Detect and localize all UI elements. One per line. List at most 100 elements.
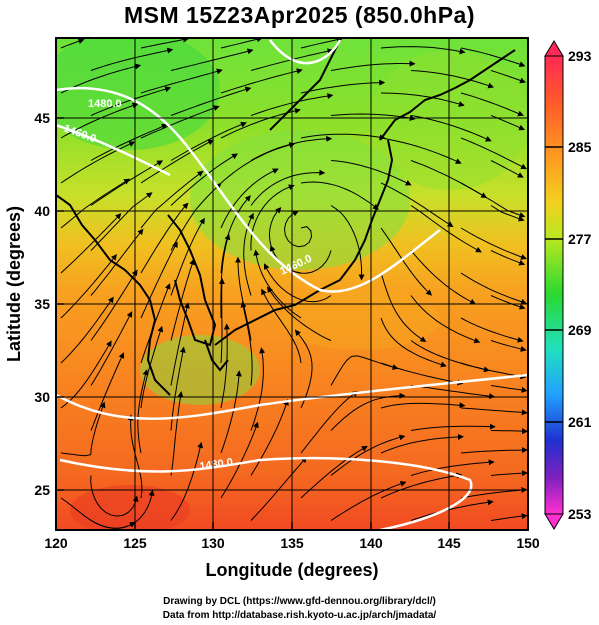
streamline: [127, 414, 143, 499]
streamline: [220, 195, 251, 274]
streamline: [250, 456, 307, 521]
streamline: [250, 347, 266, 431]
streamline: [300, 181, 379, 210]
colorbar-bottom-triangle: [544, 513, 564, 530]
streamline: [250, 399, 289, 476]
streamline: [490, 205, 525, 222]
streamline: [380, 402, 466, 409]
streamline: [380, 46, 466, 55]
x-tick-label: 130: [201, 535, 225, 551]
x-tick-label: 125: [123, 535, 147, 551]
streamline: [140, 68, 223, 94]
streamline: [250, 169, 326, 206]
streamline: [490, 250, 526, 266]
streamline: [90, 86, 172, 116]
streamline: [90, 475, 139, 517]
colorbar-tick-label: 261: [568, 414, 592, 430]
contour-label: 1480.0: [199, 456, 234, 473]
streamline: [250, 184, 295, 251]
y-tick-label: 35: [34, 296, 50, 312]
streamline: [410, 250, 476, 305]
streamline: [60, 340, 112, 409]
streamline: [300, 79, 386, 94]
credit-data: Data from http://database.rish.kyoto-u.a…: [162, 610, 437, 621]
streamline: [490, 340, 527, 352]
streamline: [410, 205, 482, 253]
streamline: [330, 205, 365, 281]
streamline: [140, 38, 190, 49]
streamline: [410, 295, 481, 344]
coastline-kuril: [454, 49, 516, 89]
streamline: [261, 288, 302, 364]
streamline: [410, 70, 495, 89]
x-axis-title: Longitude (degrees): [205, 560, 378, 580]
streamline: [460, 317, 524, 343]
coastline-russia: [269, 39, 341, 131]
streamline: [460, 447, 528, 454]
contour-1460-north: [56, 123, 171, 177]
colorbar-tick-label: 277: [568, 231, 592, 247]
colorbar-tick-label: 269: [568, 322, 592, 338]
streamline: [170, 153, 238, 206]
y-tick-label: 30: [34, 389, 50, 405]
streamline: [490, 513, 528, 521]
colorbar-tick-label: 293: [568, 48, 592, 64]
y-tick-label: 25: [34, 482, 50, 498]
colorbar: 293 285 277 269 261 253: [544, 40, 592, 530]
contour-1480-north: [56, 86, 441, 293]
streamline: [490, 70, 526, 84]
streamline: [330, 355, 399, 386]
streamline: [330, 481, 407, 521]
map-title: MSM 15Z23Apr2025 (850.0hPa): [124, 2, 475, 28]
streamline: [60, 38, 85, 49]
streamline: [170, 302, 190, 386]
streamline: [410, 499, 494, 521]
streamline: [380, 272, 427, 343]
streamline: [140, 105, 220, 139]
x-tick-label: 145: [437, 535, 461, 551]
streamline: [218, 278, 225, 364]
streamline: [220, 142, 296, 184]
streamline: [90, 47, 174, 71]
streamline: [60, 254, 118, 319]
coastline-china: [56, 194, 171, 396]
x-tick-label: 140: [359, 535, 383, 551]
streamline: [300, 38, 343, 49]
streamline: [380, 137, 462, 164]
colorbar-top-triangle: [544, 40, 564, 57]
streamline: [220, 38, 263, 49]
streamline: [460, 227, 527, 260]
streamline: [170, 391, 184, 476]
tick-marks: [55, 117, 529, 530]
streamline: [380, 92, 465, 107]
x-tick-label: 120: [44, 535, 68, 551]
streamline: [60, 296, 114, 364]
contour-1480-southern: [59, 456, 473, 530]
streamline: [330, 434, 406, 476]
streamline: [60, 141, 136, 184]
colorbar-tick-label: 253: [568, 506, 592, 522]
coastline-hokkaido: [379, 87, 456, 141]
streamline: [140, 241, 178, 319]
streamline: [380, 227, 433, 296]
streamline: [460, 272, 528, 305]
contour-1460-northeast: [269, 39, 342, 65]
streamline: [140, 170, 204, 229]
streamline: [90, 352, 125, 431]
streamline: [490, 470, 528, 477]
streamline: [380, 472, 463, 499]
streamline: [90, 192, 153, 251]
streamline: [460, 407, 528, 416]
streamline: [460, 92, 524, 117]
coastlines: [56, 39, 516, 396]
streamline: [170, 258, 195, 341]
streamline: [220, 370, 242, 454]
streamline: [300, 391, 359, 454]
colorbar-tick-label: 285: [568, 139, 592, 155]
geopotential-contours: [56, 39, 528, 530]
streamline: [220, 68, 303, 94]
streamline: [220, 168, 279, 229]
streamline: [460, 137, 527, 170]
streamline: [240, 301, 253, 386]
